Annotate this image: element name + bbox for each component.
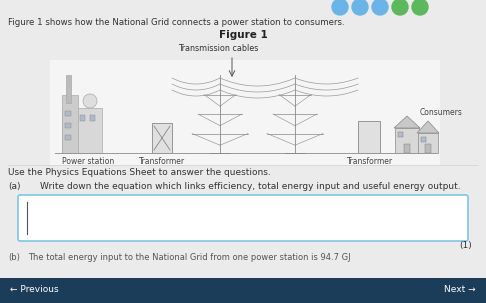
- Bar: [62, 95, 78, 153]
- Bar: [65, 123, 71, 128]
- Bar: [90, 115, 95, 121]
- Circle shape: [372, 0, 388, 15]
- Bar: [418, 133, 438, 153]
- Text: Use the Physics Equations Sheet to answer the questions.: Use the Physics Equations Sheet to answe…: [8, 168, 271, 177]
- Text: Transformer: Transformer: [347, 157, 393, 166]
- Circle shape: [83, 94, 97, 108]
- Circle shape: [392, 0, 408, 15]
- Text: (a): (a): [8, 182, 20, 191]
- Text: (1): (1): [459, 241, 472, 250]
- Bar: [65, 111, 71, 116]
- Text: (b): (b): [8, 253, 20, 262]
- Text: Transformer: Transformer: [139, 157, 185, 166]
- Text: Figure 1 shows how the National Grid connects a power station to consumers.: Figure 1 shows how the National Grid con…: [8, 18, 345, 27]
- Polygon shape: [394, 116, 420, 128]
- Bar: [152, 123, 172, 153]
- FancyBboxPatch shape: [18, 195, 468, 241]
- Circle shape: [332, 0, 348, 15]
- Bar: [66, 75, 71, 103]
- Bar: [425, 144, 431, 153]
- Text: Next →: Next →: [444, 285, 476, 295]
- Circle shape: [352, 0, 368, 15]
- Text: The total energy input to the National Grid from one power station is 94.7 GJ: The total energy input to the National G…: [28, 253, 350, 262]
- Text: Consumers: Consumers: [420, 108, 463, 117]
- Bar: [404, 144, 410, 153]
- Bar: [50, 60, 440, 165]
- Bar: [358, 121, 380, 153]
- Bar: [65, 135, 71, 140]
- Bar: [0, 278, 486, 303]
- Text: Write down the equation which links efficiency, total energy input and useful en: Write down the equation which links effi…: [40, 182, 461, 191]
- Bar: [80, 115, 85, 121]
- Bar: [62, 108, 102, 153]
- Text: ← Previous: ← Previous: [10, 285, 59, 295]
- Text: Power station: Power station: [62, 157, 114, 166]
- Text: Transmission cables: Transmission cables: [178, 44, 258, 53]
- Bar: [398, 132, 403, 137]
- Circle shape: [412, 0, 428, 15]
- Bar: [395, 128, 419, 153]
- Bar: [421, 137, 426, 142]
- Text: Figure 1: Figure 1: [219, 30, 267, 40]
- Polygon shape: [417, 121, 439, 133]
